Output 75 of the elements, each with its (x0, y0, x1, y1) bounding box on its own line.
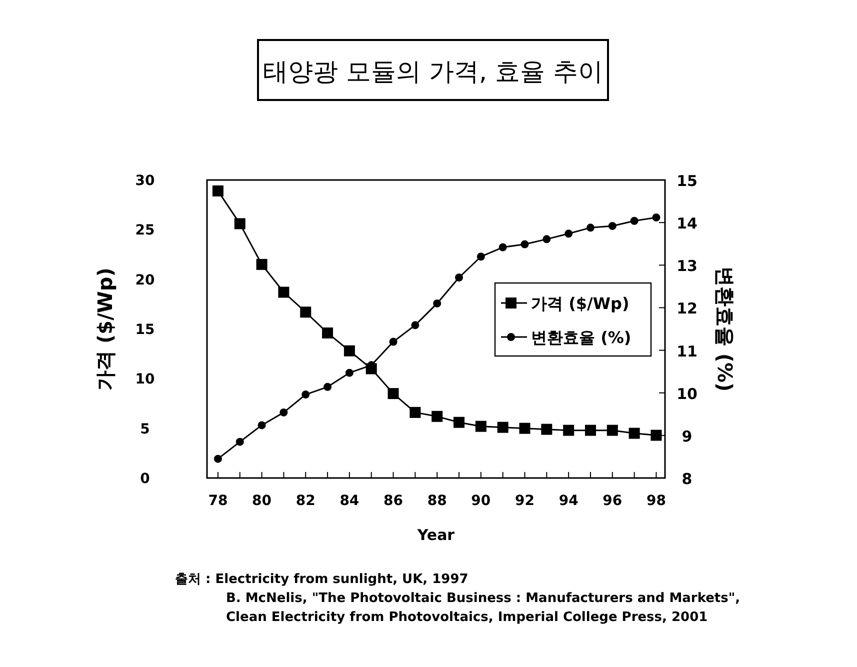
point (214, 454, 222, 463)
point (411, 321, 420, 330)
y2-tick-label: 15 (676, 172, 698, 190)
point (475, 420, 486, 432)
text: Clean Electricity from Photovoltaics, Imperial College Press, 2001 (226, 610, 708, 625)
point (630, 216, 638, 225)
point (584, 424, 596, 436)
y-tick-label: 25 (135, 222, 155, 239)
y-tick-label: 20 (135, 272, 155, 288)
point (432, 410, 443, 422)
point (498, 243, 507, 252)
x-tick-label: 82 (296, 493, 316, 509)
point (542, 235, 551, 244)
point (388, 388, 399, 400)
point (212, 185, 224, 196)
point (344, 345, 355, 356)
y2-tick-label: 12 (676, 300, 698, 318)
point (650, 430, 662, 441)
legend-label: 가격 ($/Wp) (531, 294, 630, 313)
point (234, 218, 246, 230)
point (256, 258, 268, 270)
chart-title: 태양광 모듈의 가격, 효율 추이 (263, 57, 603, 86)
point (628, 428, 640, 439)
x-tick-label: 90 (471, 493, 491, 509)
text: B. McNelis, "The Photovoltaic Business : Manufacturers and Markets", (226, 591, 740, 606)
x-tick-label: 96 (602, 493, 622, 509)
x-tick-label: 86 (384, 493, 404, 509)
point (324, 382, 332, 391)
x-tick-label: 80 (252, 493, 272, 509)
point (519, 422, 530, 434)
point (520, 240, 529, 248)
point (280, 408, 288, 416)
point (300, 306, 312, 318)
point (652, 213, 660, 222)
point (389, 338, 398, 346)
point (564, 230, 573, 238)
point (433, 299, 442, 308)
y-axis-title: 가격 ($/Wp) (93, 268, 117, 390)
y2-axis-title: 변환효율 (%) (713, 266, 737, 392)
y-tick-label: 0 (140, 471, 150, 487)
y2-tick-label: 8 (682, 470, 692, 488)
x-tick-label: 98 (646, 493, 666, 509)
point (497, 422, 508, 433)
point (586, 224, 594, 232)
point (322, 327, 334, 338)
point (345, 368, 354, 377)
y2-tick-label: 14 (676, 214, 698, 233)
point (278, 286, 290, 298)
point (476, 252, 485, 261)
y2-tick-label: 10 (676, 384, 698, 403)
x-tick-label: 92 (515, 493, 534, 509)
point (258, 421, 266, 430)
point (410, 406, 421, 418)
y2-tick-label: 13 (676, 257, 698, 276)
y2-tick-label: 9 (682, 427, 692, 446)
y-tick-label: 15 (135, 322, 155, 338)
y-tick-label: 30 (135, 173, 155, 189)
point (541, 424, 552, 435)
y-tick-label: 10 (135, 372, 155, 388)
point (455, 273, 464, 282)
point (236, 438, 244, 446)
x-axis-title: Year (416, 526, 456, 544)
source-note: 출처 : Electricity from sunlight, UK, 1997 (175, 572, 468, 587)
x-tick-label: 78 (208, 493, 228, 509)
point (454, 416, 465, 428)
x-tick-label: 88 (427, 493, 447, 509)
point (563, 424, 574, 436)
point (608, 222, 616, 230)
x-tick-label: 94 (558, 493, 579, 509)
y2-tick-label: 11 (676, 342, 698, 360)
point (606, 424, 618, 436)
legend-label: 변환효율 (%) (531, 328, 632, 347)
y-tick-label: 5 (140, 421, 150, 438)
x-tick-label: 84 (340, 493, 360, 509)
point (302, 390, 310, 399)
